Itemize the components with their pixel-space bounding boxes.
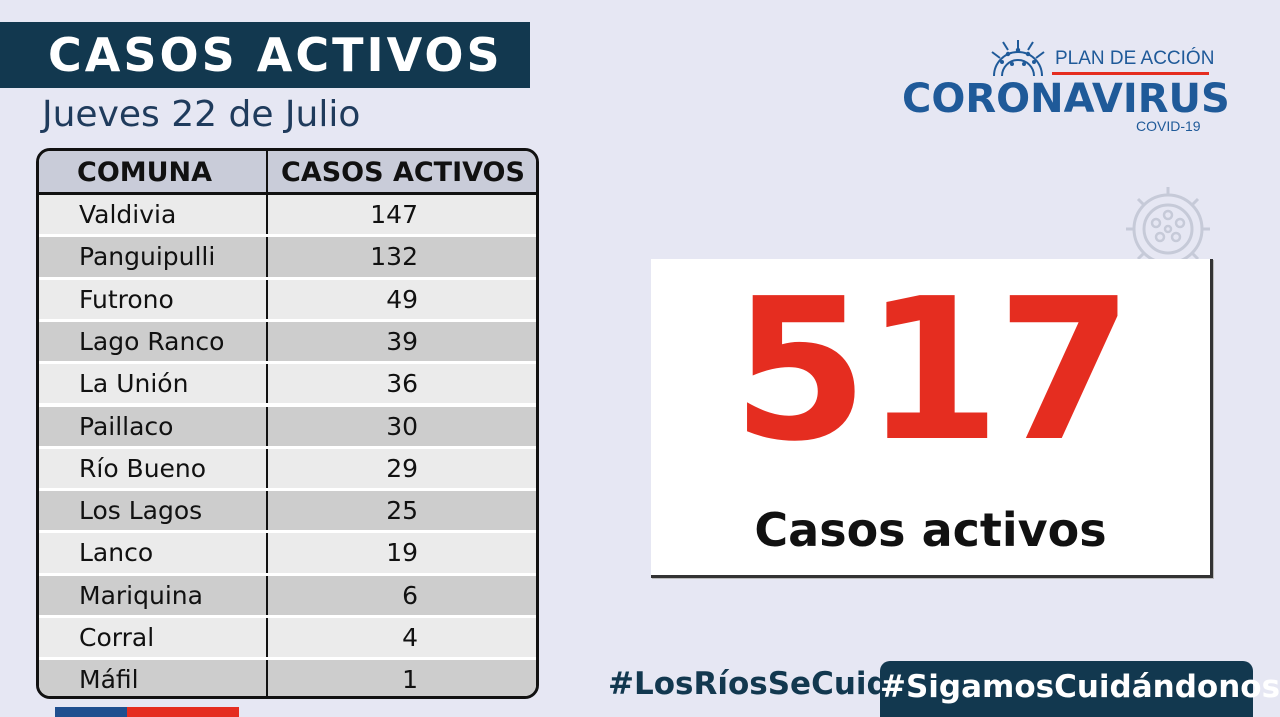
cases-table: COMUNA CASOS ACTIVOS Valdivia 147 Panguipu…	[36, 148, 539, 699]
column-divider	[266, 491, 268, 531]
comuna-cell: Río Bueno	[79, 453, 207, 483]
comuna-cell: Lago Ranco	[79, 326, 225, 356]
casos-cell: 4	[402, 623, 418, 652]
casos-cell: 36	[386, 369, 418, 399]
hashtag-los-rios: #LosRíosSeCuida	[608, 666, 910, 702]
column-divider	[266, 448, 268, 489]
logo-covid-text: COVID-19	[1136, 118, 1201, 134]
table-row: Corral 4	[39, 618, 536, 661]
column-divider	[266, 279, 268, 319]
table-row: Mariquina 6	[39, 575, 536, 618]
casos-cell: 132	[370, 242, 418, 272]
table-row: La Unión 36	[39, 364, 536, 407]
casos-cell: 25	[386, 496, 418, 526]
total-cases-number: 517	[731, 257, 1133, 485]
page-title: CASOS ACTIVOS	[48, 28, 503, 82]
table-row: Paillaco 30	[39, 406, 536, 449]
table-header-row: COMUNA CASOS ACTIVOS	[39, 151, 536, 195]
casos-cell: 30	[386, 411, 418, 441]
casos-cell: 1	[402, 665, 418, 695]
casos-cell: 29	[386, 453, 418, 483]
table-row: Los Lagos 25	[39, 491, 536, 534]
column-divider	[266, 575, 268, 615]
column-divider	[266, 364, 268, 404]
comuna-cell: Panguipulli	[79, 242, 216, 272]
column-divider	[266, 533, 268, 573]
hashtag-sigamos: #SigamosCuidándonos	[880, 669, 1280, 705]
comuna-cell: Valdivia	[79, 200, 177, 229]
comuna-cell: Paillaco	[79, 411, 174, 441]
casos-cell: 49	[386, 284, 418, 314]
column-divider	[266, 660, 268, 696]
header-comuna: COMUNA	[77, 157, 213, 188]
comuna-cell: Mariquina	[79, 580, 203, 610]
logo-plan-text: PLAN DE ACCIÓN	[1055, 48, 1215, 69]
comuna-cell: La Unión	[79, 369, 189, 399]
table-row: Máfil 1	[39, 660, 536, 696]
title-banner: CASOS ACTIVOS	[0, 22, 530, 88]
date-subtitle: Jueves 22 de Julio	[42, 94, 361, 135]
casos-cell: 39	[386, 326, 418, 356]
column-divider	[266, 151, 268, 192]
table-row: Lanco 19	[39, 533, 536, 576]
casos-cell: 6	[402, 580, 418, 610]
table-row: Río Bueno 29	[39, 448, 536, 492]
logo-underline	[1052, 72, 1209, 75]
comuna-cell: Futrono	[79, 284, 174, 314]
comuna-cell: Los Lagos	[79, 496, 203, 526]
header-casos: CASOS ACTIVOS	[281, 157, 525, 188]
column-divider	[266, 618, 268, 658]
comuna-cell: Corral	[79, 623, 155, 652]
column-divider	[266, 321, 268, 362]
table-row: Valdivia 147	[39, 195, 536, 238]
casos-cell: 147	[370, 200, 418, 229]
comuna-cell: Lanco	[79, 538, 154, 568]
comuna-cell: Máfil	[79, 665, 139, 695]
column-divider	[266, 237, 268, 277]
total-cases-card: 517 Casos activos	[651, 259, 1213, 578]
flag-stripe-blue	[55, 707, 127, 717]
casos-cell: 19	[386, 538, 418, 568]
total-cases-label: Casos activos	[754, 503, 1107, 557]
table-row: Panguipulli 132	[39, 237, 536, 280]
table-row: Lago Ranco 39	[39, 321, 536, 365]
flag-stripe-red	[127, 707, 239, 717]
logo-coronavirus-text: CORONAVIRUS	[902, 76, 1230, 122]
virus-icon	[1126, 187, 1210, 265]
plan-coronavirus-logo: PLAN DE ACCIÓN CORONAVIRUS COVID-19	[900, 38, 1230, 138]
hashtag-banner: #SigamosCuidándonos	[880, 661, 1280, 717]
table-row: Futrono 49	[39, 279, 536, 322]
virus-icon	[991, 40, 1045, 77]
column-divider	[266, 406, 268, 446]
column-divider	[266, 195, 268, 235]
